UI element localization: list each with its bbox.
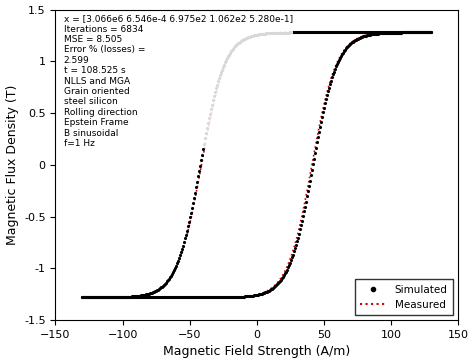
- X-axis label: Magnetic Field Strength (A/m): Magnetic Field Strength (A/m): [163, 345, 350, 359]
- Y-axis label: Magnetic Flux Density (T): Magnetic Flux Density (T): [6, 85, 18, 245]
- Text: x = [3.066e6 6.546e-4 6.975e2 1.062e2 5.280e-1]
Iterations = 6834
MSE = 8.505
Er: x = [3.066e6 6.546e-4 6.975e2 1.062e2 5.…: [64, 14, 292, 148]
- Legend: Simulated, Measured: Simulated, Measured: [355, 279, 453, 315]
